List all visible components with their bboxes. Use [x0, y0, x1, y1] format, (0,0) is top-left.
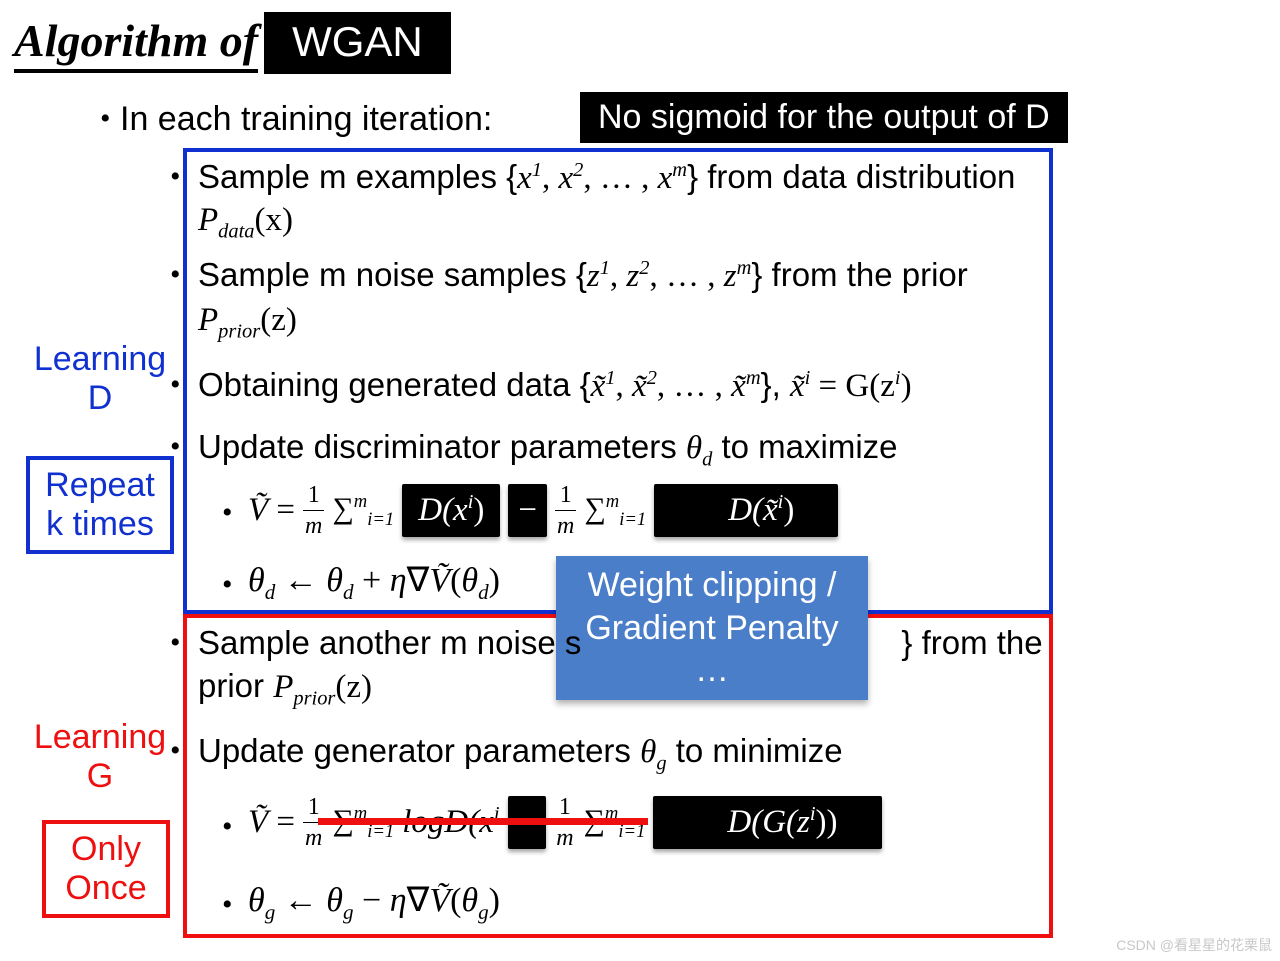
- d-update-rule: θd ← θd + η∇Ṽ(θd): [248, 560, 500, 605]
- label-learning-d: Learning D: [20, 340, 180, 418]
- bullet-dot: •: [222, 568, 233, 602]
- pdata: Pdata(x): [198, 200, 293, 245]
- chip-d-xtilde: D(x̃i): [654, 484, 838, 537]
- bullet-dot: •: [170, 368, 181, 402]
- page-title: Algorithm of WGAN: [14, 12, 451, 74]
- chip-d-xi: D(xi): [402, 484, 500, 537]
- d-equation-v: Ṽ = 1m ∑mi=1 D(xi) − 1m ∑mi=1 D(x̃i): [248, 480, 838, 541]
- d-line-3: Obtaining generated data {x̃1, x̃2, … , …: [198, 364, 1048, 407]
- d-line-4: Update discriminator parameters θd to ma…: [198, 426, 898, 473]
- label-repeat-k: Repeat k times: [26, 456, 174, 554]
- label-only-once: Only Once: [42, 820, 170, 918]
- bullet-dot: •: [222, 888, 233, 922]
- g-line-2: Update generator parameters θg to minimi…: [198, 730, 843, 777]
- bullet-dot: •: [170, 160, 181, 194]
- note-no-sigmoid: No sigmoid for the output of D: [580, 92, 1068, 143]
- pprior-d: Pprior(z): [198, 300, 297, 345]
- bullet-dot: •: [100, 102, 111, 136]
- bullet-dot: •: [222, 810, 233, 844]
- label-learning-g: Learning G: [20, 718, 180, 796]
- chip-minus: −: [508, 484, 547, 537]
- bullet-dot: •: [170, 626, 181, 660]
- title-prefix: Algorithm of: [14, 15, 258, 66]
- d-line-2: Sample m noise samples {z1, z2, … , zm} …: [198, 254, 1048, 297]
- g-line-1b: prior Pprior(z): [198, 665, 372, 712]
- g-update-rule: θg ← θg − η∇Ṽ(θg): [248, 880, 500, 925]
- bullet-dot: •: [222, 496, 233, 530]
- subtitle: In each training iteration:: [120, 100, 492, 139]
- chip-d-gz: D(G(zi)): [653, 796, 881, 849]
- bullet-dot: •: [170, 258, 181, 292]
- g-line-1: Sample another m noise s} from the: [198, 622, 1048, 663]
- d-line-1: Sample m examples {x1, x2, … , xm} from …: [198, 156, 1048, 199]
- watermark: CSDN @看星星的花栗鼠: [1116, 935, 1272, 955]
- bullet-dot: •: [170, 734, 181, 768]
- red-strike: [318, 818, 648, 825]
- bullet-dot: •: [170, 430, 181, 464]
- title-chip: WGAN: [264, 12, 451, 74]
